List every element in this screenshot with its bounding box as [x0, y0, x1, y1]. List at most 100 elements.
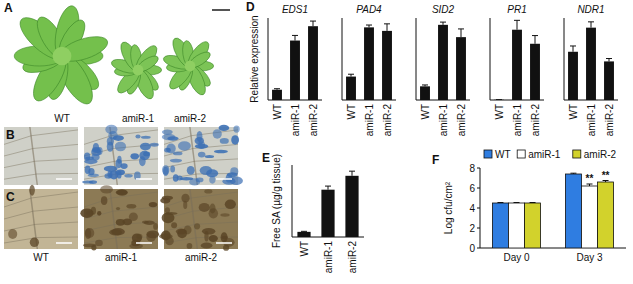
- panel-letter: B: [6, 128, 15, 142]
- stain: [198, 152, 206, 158]
- scale-bar: [216, 178, 232, 180]
- bar: [494, 99, 504, 100]
- photo-label: amiR-2: [185, 252, 218, 263]
- stain: [176, 229, 187, 235]
- error-bar: [440, 22, 446, 25]
- photo-label: amiR-2: [174, 113, 207, 124]
- stain: [91, 245, 96, 250]
- stain: [220, 138, 229, 144]
- category-label: amiR-1: [586, 104, 597, 137]
- bar: [568, 52, 578, 100]
- bar: [290, 41, 300, 100]
- stain: [199, 203, 210, 212]
- plot-area: [494, 20, 540, 100]
- stain: [149, 202, 157, 207]
- category-label: amiR-2: [456, 104, 467, 137]
- title: SID2: [432, 4, 455, 15]
- leaf-photo: [159, 189, 238, 251]
- y-tick: [477, 228, 480, 229]
- stain: [136, 234, 142, 240]
- legend-swatch: [517, 150, 525, 158]
- error-bar: [588, 22, 594, 28]
- rosette: [162, 35, 214, 97]
- annotation: **: [586, 173, 594, 184]
- leaf-photo: [80, 185, 159, 250]
- bar: [508, 203, 524, 248]
- stain: [225, 200, 236, 210]
- error-bar: [530, 202, 536, 204]
- vein: [31, 192, 78, 198]
- stain: [205, 155, 214, 158]
- stain: [130, 153, 139, 159]
- stain: [84, 159, 97, 164]
- error-bar: [532, 36, 538, 44]
- vein: [193, 144, 238, 148]
- bar: [586, 28, 596, 100]
- center: [185, 61, 196, 72]
- panel-letter: E: [262, 151, 270, 165]
- error-bar: [422, 85, 428, 86]
- stain: [202, 228, 215, 235]
- stain: [117, 189, 128, 195]
- category-label: amiR-1: [512, 104, 523, 137]
- stain: [142, 220, 149, 223]
- y-axis: [292, 165, 293, 237]
- vein: [4, 211, 33, 219]
- stain: [209, 203, 215, 213]
- error-bar: [606, 59, 612, 62]
- bar: [346, 77, 356, 100]
- axis-label: Free SA (µg/g tissue): [271, 154, 282, 248]
- category-label: WT: [346, 104, 357, 120]
- category-label: WT: [494, 104, 505, 120]
- vein: [4, 174, 37, 179]
- stain: [178, 141, 191, 150]
- stain: [195, 144, 208, 149]
- error-bar: [349, 171, 355, 176]
- category-label: amiR-1: [323, 241, 334, 274]
- legend-swatch: [573, 150, 581, 158]
- panel-letter: F: [432, 153, 439, 167]
- stain: [140, 143, 151, 151]
- stain: [220, 213, 229, 216]
- photo-label: amiR-1: [122, 113, 155, 124]
- category-label: Day 0: [503, 252, 530, 263]
- bar: [321, 190, 334, 237]
- bar: [345, 176, 358, 237]
- stain: [116, 207, 120, 210]
- error-bar: [603, 181, 609, 183]
- bar: [297, 232, 310, 237]
- vein: [35, 159, 78, 161]
- bar: [512, 30, 522, 100]
- photo-label: amiR-1: [105, 252, 138, 263]
- bar: [581, 186, 597, 248]
- stain: [100, 185, 113, 193]
- photo-label: WT: [33, 252, 49, 263]
- stain: [167, 136, 178, 141]
- stain: [204, 189, 212, 193]
- title: NDR1: [577, 4, 604, 15]
- category-label: amiR-1: [290, 104, 301, 137]
- leaf-photo: [162, 125, 243, 186]
- y-tick: [477, 248, 480, 249]
- category-label: WT: [299, 241, 310, 257]
- stain: [116, 219, 125, 226]
- stain: [146, 232, 156, 241]
- stain: [162, 130, 173, 135]
- bar: [598, 182, 614, 248]
- stain: [29, 185, 35, 196]
- stain: [163, 167, 168, 176]
- error-bar: [348, 74, 354, 76]
- legend-label: WT: [495, 149, 511, 160]
- stain: [117, 156, 121, 164]
- error-bar: [497, 202, 503, 204]
- stain: [187, 166, 195, 175]
- bar: [565, 174, 581, 248]
- y-tick: [477, 208, 480, 209]
- vein: [37, 237, 78, 239]
- stain: [209, 235, 218, 242]
- stain: [143, 152, 150, 157]
- leaf-bg: [4, 189, 78, 249]
- stain: [219, 125, 230, 131]
- category-label: amiR-2: [308, 104, 319, 137]
- bar: [382, 31, 392, 100]
